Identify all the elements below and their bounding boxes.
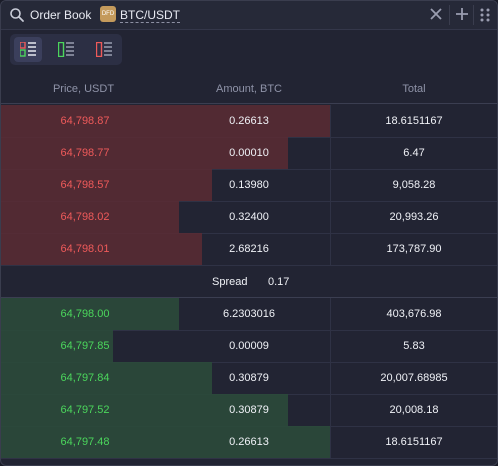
divider bbox=[449, 5, 450, 25]
depth-bar bbox=[1, 137, 288, 169]
order-book-asks-icon bbox=[96, 42, 112, 57]
price-cell: 64,797.52 bbox=[60, 404, 110, 416]
price-cell: 64,797.84 bbox=[60, 372, 110, 384]
column-divider bbox=[330, 233, 331, 265]
divider bbox=[1, 103, 497, 104]
total-cell: 5.83 bbox=[403, 340, 425, 352]
amount-cell: 0.26613 bbox=[229, 115, 269, 127]
column-divider bbox=[330, 362, 331, 394]
price-cell: 64,797.48 bbox=[60, 436, 110, 448]
amount-cell: 0.26613 bbox=[229, 436, 269, 448]
column-divider bbox=[330, 330, 331, 362]
spread-label: Spread bbox=[212, 276, 248, 288]
column-divider bbox=[330, 426, 331, 458]
price-cell: 64,798.00 bbox=[60, 308, 110, 320]
order-row[interactable]: 64,797.52 0.30879 20,008.18 bbox=[1, 394, 497, 427]
row-divider bbox=[1, 458, 497, 459]
amount-cell: 0.13980 bbox=[229, 179, 269, 191]
row-divider bbox=[1, 362, 497, 363]
amount-cell: 6.2303016 bbox=[223, 308, 275, 320]
depth-bar bbox=[1, 330, 113, 362]
order-row[interactable]: 64,798.57 0.13980 9,058.28 bbox=[1, 169, 497, 202]
price-cell: 64,798.77 bbox=[60, 147, 110, 159]
pair-coin-icon: DFD bbox=[100, 6, 116, 22]
depth-bar bbox=[1, 169, 212, 201]
price-cell: 64,798.01 bbox=[60, 243, 110, 255]
divider bbox=[1, 297, 497, 298]
amount-cell: 0.30879 bbox=[229, 372, 269, 384]
price-cell: 64,797.85 bbox=[60, 340, 110, 352]
panel-title: Order Book bbox=[30, 8, 92, 22]
total-cell: 20,008.18 bbox=[389, 404, 439, 416]
column-divider bbox=[330, 137, 331, 169]
amount-cell: 0.00009 bbox=[229, 340, 269, 352]
depth-bar bbox=[1, 298, 179, 330]
mode-asks-button[interactable] bbox=[90, 37, 118, 62]
close-icon[interactable] bbox=[429, 7, 443, 21]
depth-bar bbox=[1, 233, 202, 265]
column-divider bbox=[330, 169, 331, 201]
spread-row: Spread 0.17 bbox=[1, 266, 497, 297]
view-mode-toggle bbox=[10, 34, 122, 65]
order-row[interactable]: 64,798.01 2.68216 173,787.90 bbox=[1, 233, 497, 266]
total-cell: 403,676.98 bbox=[386, 308, 442, 320]
depth-bar bbox=[1, 362, 212, 394]
total-cell: 18.6151167 bbox=[385, 436, 443, 448]
column-divider bbox=[330, 298, 331, 330]
price-cell: 64,798.57 bbox=[60, 179, 110, 191]
total-cell: 18.6151167 bbox=[385, 115, 443, 127]
mode-both-button[interactable] bbox=[14, 37, 42, 62]
amount-cell: 0.32400 bbox=[229, 211, 269, 223]
price-cell: 64,798.87 bbox=[60, 115, 110, 127]
search-icon[interactable] bbox=[9, 7, 25, 23]
depth-bar bbox=[1, 201, 179, 233]
price-cell: 64,798.02 bbox=[60, 211, 110, 223]
total-column-header[interactable]: Total bbox=[402, 83, 426, 95]
column-divider bbox=[330, 201, 331, 233]
order-row[interactable]: 64,797.48 0.26613 18.6151167 bbox=[1, 426, 497, 459]
amount-column-header[interactable]: Amount, BTC bbox=[215, 83, 283, 95]
order-book-both-icon bbox=[20, 42, 36, 57]
total-cell: 20,007.68985 bbox=[380, 372, 448, 384]
spread-value: 0.17 bbox=[268, 276, 290, 288]
order-row[interactable]: 64,797.85 0.00009 5.83 bbox=[1, 330, 497, 363]
depth-bar bbox=[1, 394, 288, 426]
title-bar: Order Book DFD BTC/USDT bbox=[1, 1, 497, 30]
row-divider bbox=[1, 330, 497, 331]
order-book-bids-icon bbox=[58, 42, 74, 57]
depth-bar bbox=[1, 105, 331, 137]
row-divider bbox=[1, 201, 497, 202]
row-divider bbox=[1, 265, 497, 266]
total-cell: 6.47 bbox=[403, 147, 425, 159]
total-cell: 173,787.90 bbox=[386, 243, 442, 255]
price-column-header[interactable]: Price, USDT bbox=[52, 83, 115, 95]
order-row[interactable]: 64,797.84 0.30879 20,007.68985 bbox=[1, 362, 497, 395]
drag-handle-icon[interactable] bbox=[479, 7, 491, 23]
amount-cell: 0.30879 bbox=[229, 404, 269, 416]
total-cell: 20,993.26 bbox=[389, 211, 439, 223]
column-divider bbox=[330, 394, 331, 426]
amount-cell: 2.68216 bbox=[229, 243, 269, 255]
row-divider bbox=[1, 233, 497, 234]
divider bbox=[473, 5, 474, 25]
order-row[interactable]: 64,798.02 0.32400 20,993.26 bbox=[1, 201, 497, 234]
add-icon[interactable] bbox=[455, 7, 469, 21]
order-row[interactable]: 64,798.77 0.00010 6.47 bbox=[1, 137, 497, 170]
column-divider bbox=[330, 105, 331, 137]
mode-bids-button[interactable] bbox=[52, 37, 80, 62]
order-row[interactable]: 64,798.87 0.26613 18.6151167 bbox=[1, 105, 497, 138]
row-divider bbox=[1, 169, 497, 170]
total-cell: 9,058.28 bbox=[392, 179, 436, 191]
column-headers: Price, USDT Amount, BTC Total bbox=[1, 77, 497, 103]
pair-selector[interactable]: BTC/USDT bbox=[120, 8, 180, 23]
amount-cell: 0.00010 bbox=[229, 147, 269, 159]
depth-bar bbox=[1, 426, 331, 458]
order-row[interactable]: 64,798.00 6.2303016 403,676.98 bbox=[1, 298, 497, 331]
